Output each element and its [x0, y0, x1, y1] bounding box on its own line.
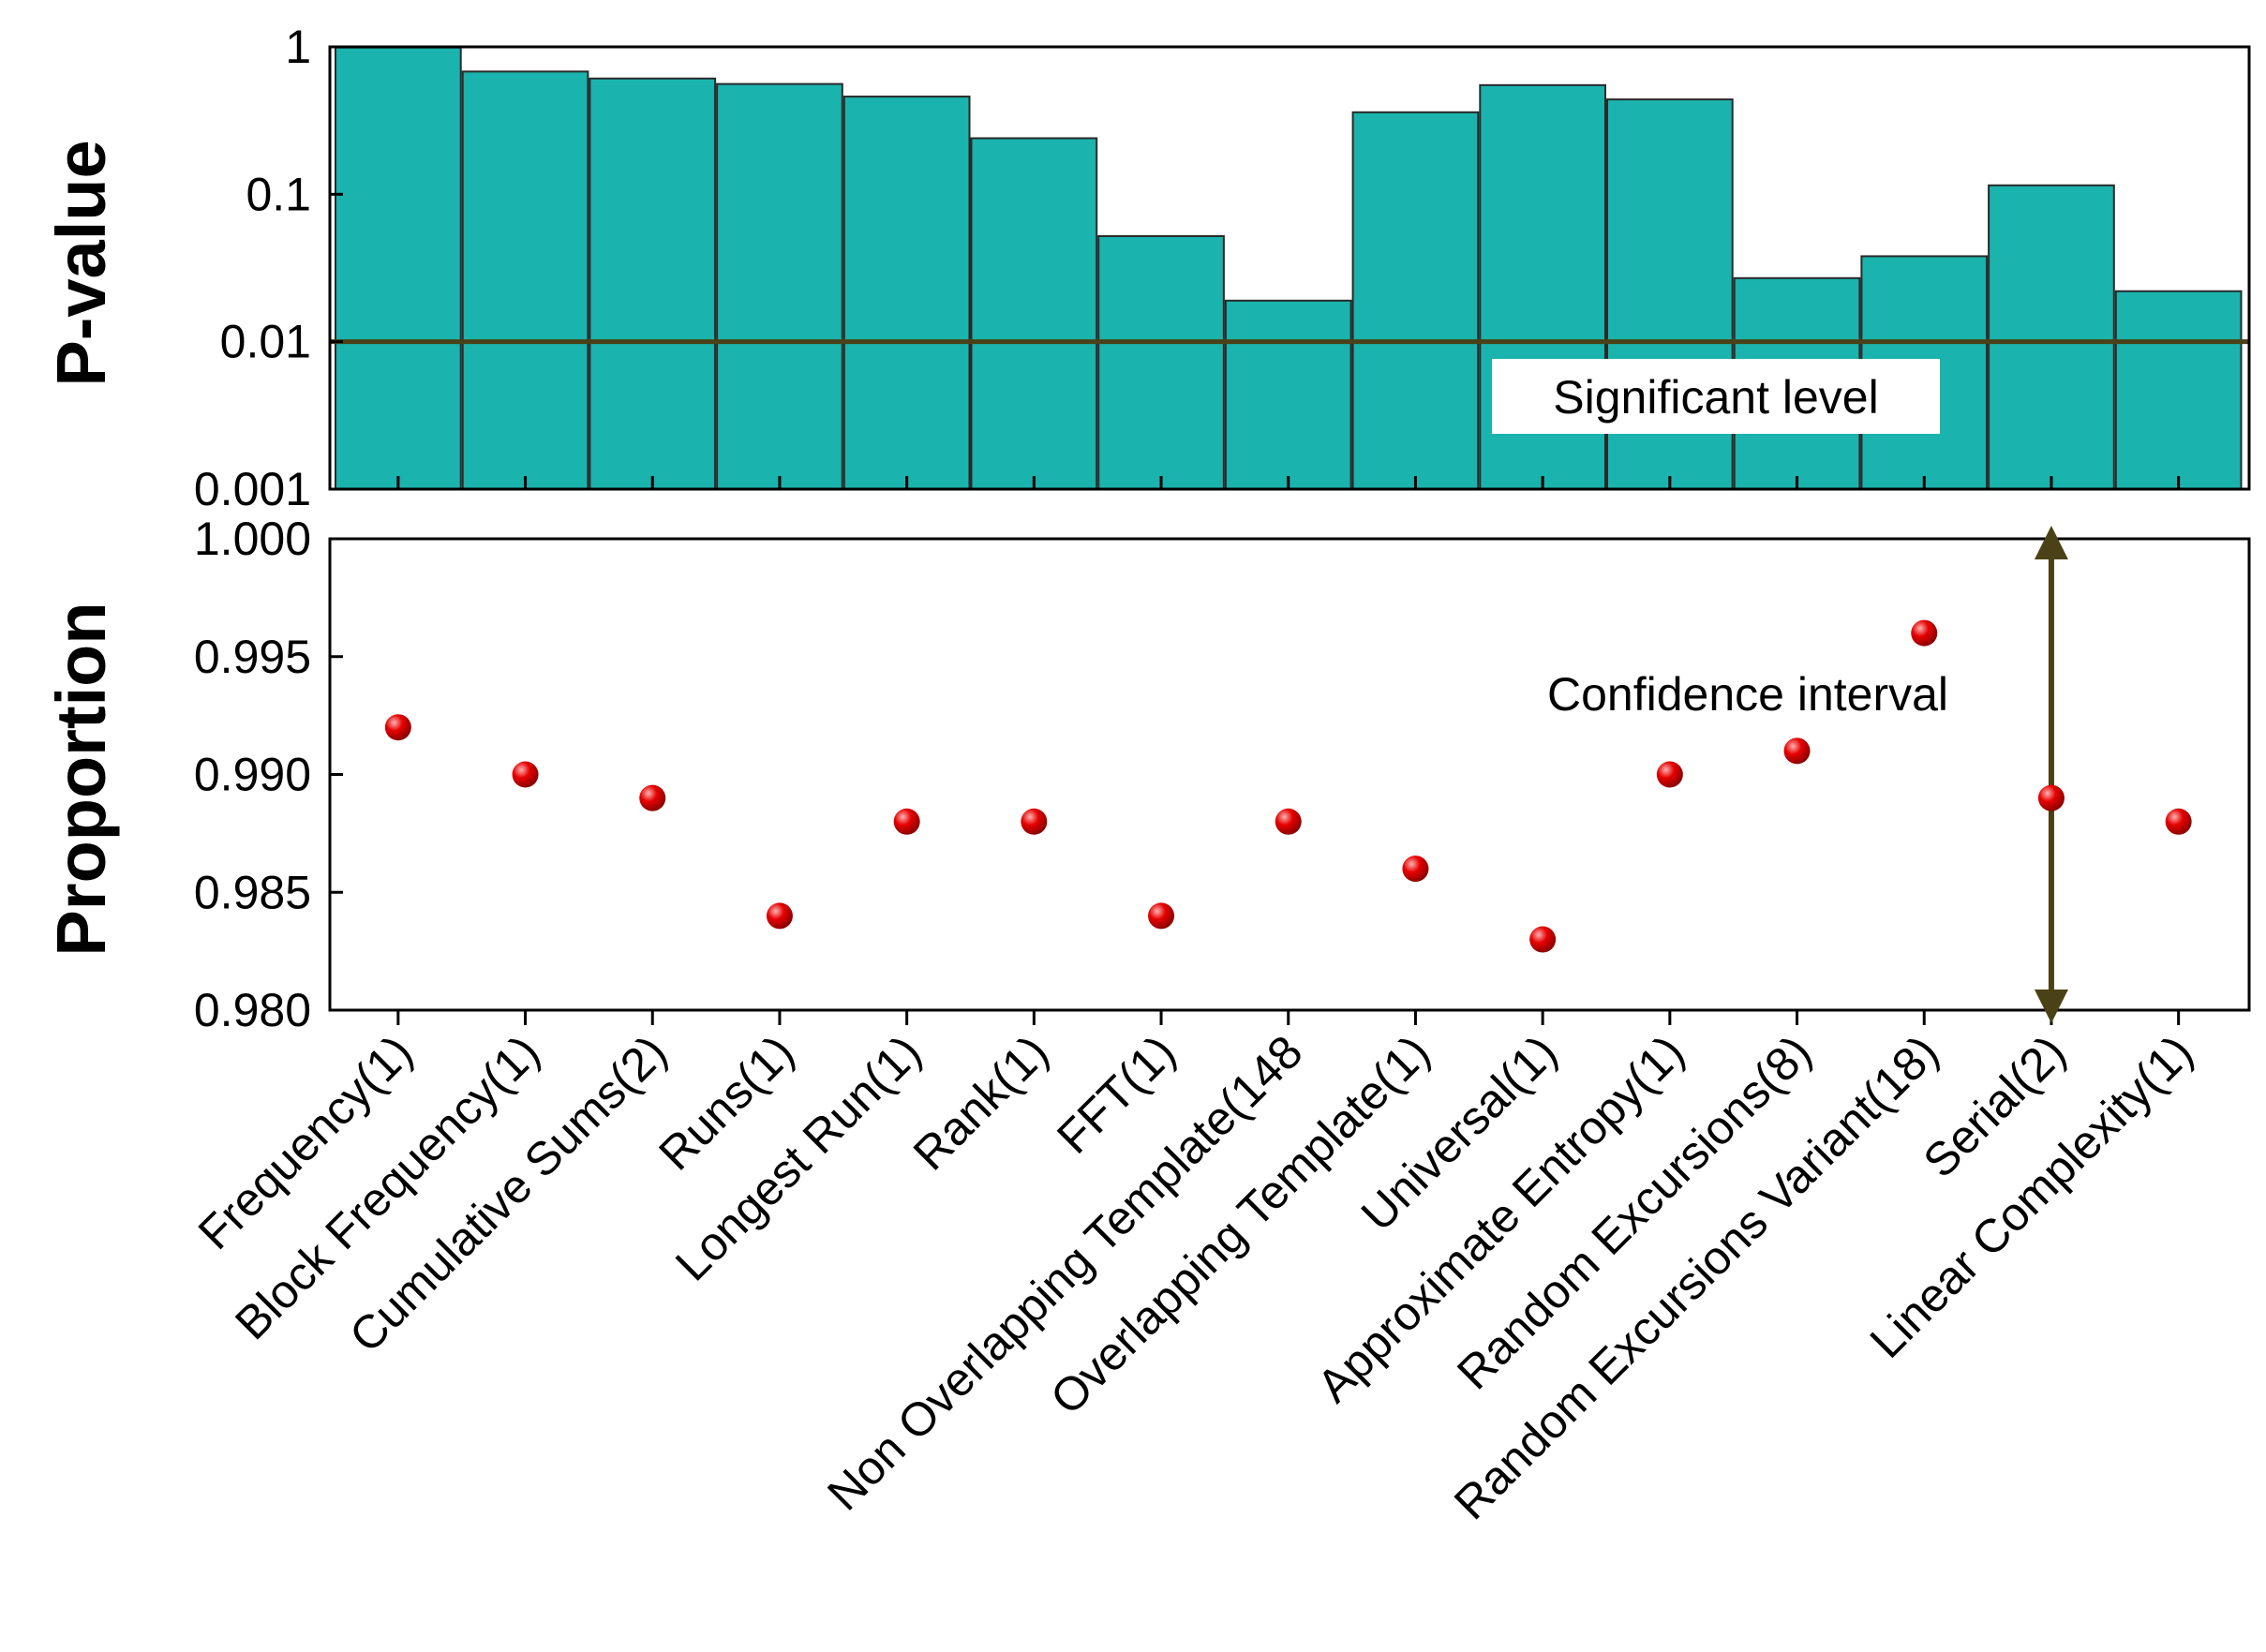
proportion-point: [2165, 808, 2192, 835]
pvalue-bar: [2114, 290, 2243, 491]
proportion-point: [2037, 784, 2065, 811]
proportion-points: [384, 619, 2192, 953]
significant-level-label: Significant level: [1553, 371, 1878, 424]
proportion-axis-label: Proportion: [42, 602, 120, 956]
proportion-ytick-label: 0.980: [194, 984, 311, 1036]
proportion-ytick-label: 0.990: [194, 749, 311, 801]
pvalue-bars: [335, 46, 2243, 491]
pvalue-bar: [335, 46, 462, 490]
proportion-point: [639, 784, 666, 811]
proportion-point: [512, 761, 539, 788]
pvalue-bar: [842, 96, 971, 490]
pvalue-bar: [461, 70, 589, 490]
pvalue-bar: [1351, 111, 1480, 490]
proportion-point: [384, 714, 411, 741]
proportion-point: [1402, 856, 1429, 883]
proportion-ytick-label: 1.000: [194, 513, 311, 565]
proportion-point: [1148, 902, 1175, 930]
category-labels: Frequency(1)Block Frequency(1)Cumulative…: [188, 1025, 2203, 1529]
category-label: Rank(1): [903, 1025, 1058, 1180]
pvalue-bar: [1224, 299, 1352, 491]
significant-level-label-box: [1492, 359, 1940, 434]
proportion-point: [1783, 737, 1811, 765]
pvalue-bar: [1097, 235, 1225, 490]
proportion-point: [766, 902, 793, 930]
proportion-axes-frame: [328, 537, 2251, 1012]
pvalue-bar: [970, 137, 1098, 490]
proportion-ytick-label: 0.985: [194, 866, 311, 918]
pvalue-bar: [716, 82, 843, 491]
proportion-point: [1656, 761, 1683, 788]
pvalue-ticks: 0.001 0.01 0.1 1: [194, 21, 2181, 515]
confidence-interval-label: Confidence interval: [1547, 668, 1948, 721]
proportion-point: [1529, 926, 1557, 953]
proportion-ticks: 0.980 0.985 0.990 0.995 1.000: [194, 513, 2181, 1036]
proportion-point: [1021, 808, 1048, 835]
pvalue-axis-label: P-value: [42, 140, 120, 386]
pvalue-ytick-label: 0.1: [246, 168, 311, 220]
pvalue-panel: Significant level 0.001 0.01 0.1 1 P-value: [42, 21, 2251, 515]
pvalue-bar: [589, 77, 717, 490]
proportion-point: [1275, 808, 1302, 835]
pvalue-ytick-label: 1: [285, 21, 311, 73]
pvalue-bar: [1988, 184, 2115, 490]
proportion-point: [1911, 619, 1938, 647]
proportion-point: [893, 808, 920, 835]
proportion-ytick-label: 0.995: [194, 631, 311, 683]
pvalue-ytick-label: 0.001: [194, 463, 311, 515]
proportion-panel: 0.980 0.985 0.990 0.995 1.000 Confidence int…: [42, 513, 2251, 1529]
pvalue-ytick-label: 0.01: [220, 316, 311, 368]
